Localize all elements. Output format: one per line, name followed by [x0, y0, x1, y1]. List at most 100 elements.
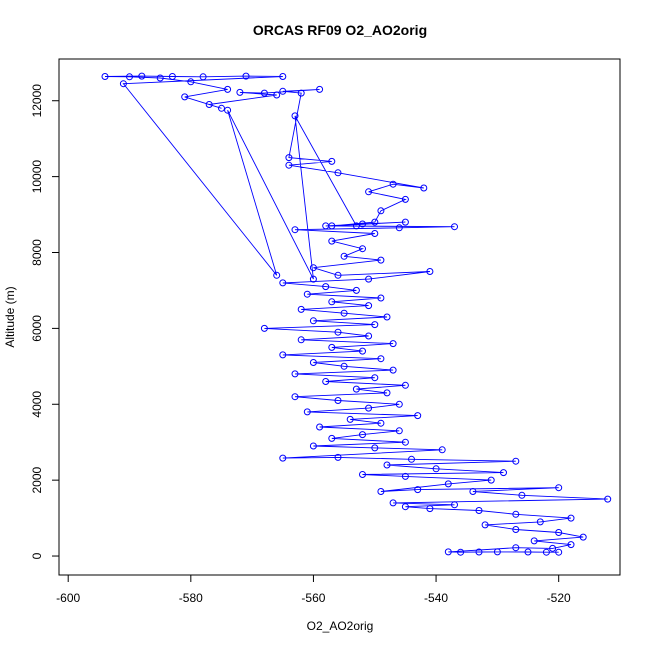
data-point	[352, 286, 360, 294]
data-point	[371, 218, 379, 226]
y-axis: 0 2000 4000 6000 8000 10000 12000	[30, 84, 60, 559]
data-point	[328, 434, 336, 442]
data-point	[260, 89, 268, 97]
data-point	[438, 446, 446, 454]
y-tick-label: 0	[30, 552, 44, 559]
data-point	[512, 510, 520, 518]
data-point	[383, 389, 391, 397]
data-point	[512, 544, 520, 552]
data-point	[322, 378, 330, 385]
data-point	[359, 245, 366, 253]
data-point	[359, 347, 366, 355]
data-point	[119, 80, 127, 88]
data-point	[187, 78, 195, 86]
data-point	[279, 87, 287, 95]
data-point	[352, 222, 360, 230]
data-point	[359, 220, 366, 228]
data-point	[487, 476, 495, 484]
data-point	[303, 290, 311, 298]
y-tick-label: 8000	[30, 239, 44, 266]
data-point	[451, 501, 458, 509]
data-point	[401, 381, 409, 389]
data-point	[518, 491, 526, 499]
data-point	[334, 453, 342, 461]
data-point	[291, 393, 299, 401]
data-point	[536, 518, 544, 526]
data-point	[309, 275, 317, 283]
data-point	[401, 195, 409, 203]
data-point	[297, 305, 305, 313]
data-point	[297, 89, 305, 97]
data-point	[395, 400, 403, 408]
data-point	[334, 328, 342, 336]
data-point	[334, 271, 342, 279]
data-point	[260, 324, 268, 332]
data-point	[291, 370, 299, 378]
data-point	[371, 230, 379, 237]
data-point	[401, 218, 409, 226]
data-point	[555, 484, 563, 492]
data-point	[328, 298, 336, 306]
data-point	[512, 526, 520, 533]
y-tick-label: 2000	[30, 466, 44, 493]
data-point	[359, 431, 366, 439]
data-point	[156, 74, 164, 82]
data-point	[291, 226, 299, 234]
data-series	[101, 72, 612, 556]
data-point	[377, 207, 385, 215]
data-point	[377, 355, 385, 363]
data-point	[469, 488, 477, 495]
data-point	[395, 427, 403, 435]
data-point	[432, 465, 440, 473]
data-point	[309, 317, 317, 325]
data-point	[475, 548, 483, 556]
data-point	[279, 454, 287, 462]
data-point	[457, 548, 465, 556]
data-point	[530, 537, 538, 545]
data-point	[218, 104, 225, 112]
data-point	[579, 533, 587, 541]
data-point	[500, 469, 507, 477]
data-point	[542, 548, 550, 556]
data-point	[309, 442, 317, 450]
data-point	[365, 188, 373, 196]
data-point	[604, 495, 612, 503]
data-point	[328, 222, 336, 230]
data-point	[365, 275, 373, 283]
data-point	[328, 343, 336, 351]
data-point	[205, 101, 213, 108]
data-point	[377, 488, 385, 495]
data-point	[401, 503, 409, 511]
data-point	[414, 412, 422, 420]
data-point	[401, 438, 409, 446]
data-point	[340, 362, 348, 370]
data-point	[279, 351, 287, 359]
data-point	[138, 72, 146, 80]
x-axis: -600 -580 -560 -540 -520	[56, 574, 571, 605]
series-line	[104, 75, 608, 553]
data-point	[395, 224, 403, 232]
x-tick-label: -520	[547, 591, 571, 605]
data-point	[475, 507, 483, 514]
y-tick-label: 12000	[30, 84, 44, 118]
data-point	[555, 548, 563, 556]
data-point	[377, 419, 385, 427]
data-point	[285, 161, 293, 169]
data-point	[309, 264, 317, 272]
data-point	[322, 283, 330, 291]
data-point	[101, 73, 109, 80]
data-point	[555, 529, 563, 536]
data-point	[316, 85, 324, 93]
data-point	[199, 73, 207, 81]
data-point	[549, 544, 557, 552]
data-point	[291, 112, 299, 120]
data-point	[279, 279, 287, 287]
data-point	[309, 359, 317, 366]
x-axis-label: O2_AO2orig	[307, 619, 374, 633]
data-point	[273, 271, 281, 279]
x-tick-label: -600	[56, 591, 80, 605]
y-tick-label: 4000	[30, 391, 44, 418]
chart-title: ORCAS RF09 O2_AO2orig	[253, 22, 427, 38]
data-point	[426, 268, 434, 275]
data-point	[426, 505, 434, 513]
